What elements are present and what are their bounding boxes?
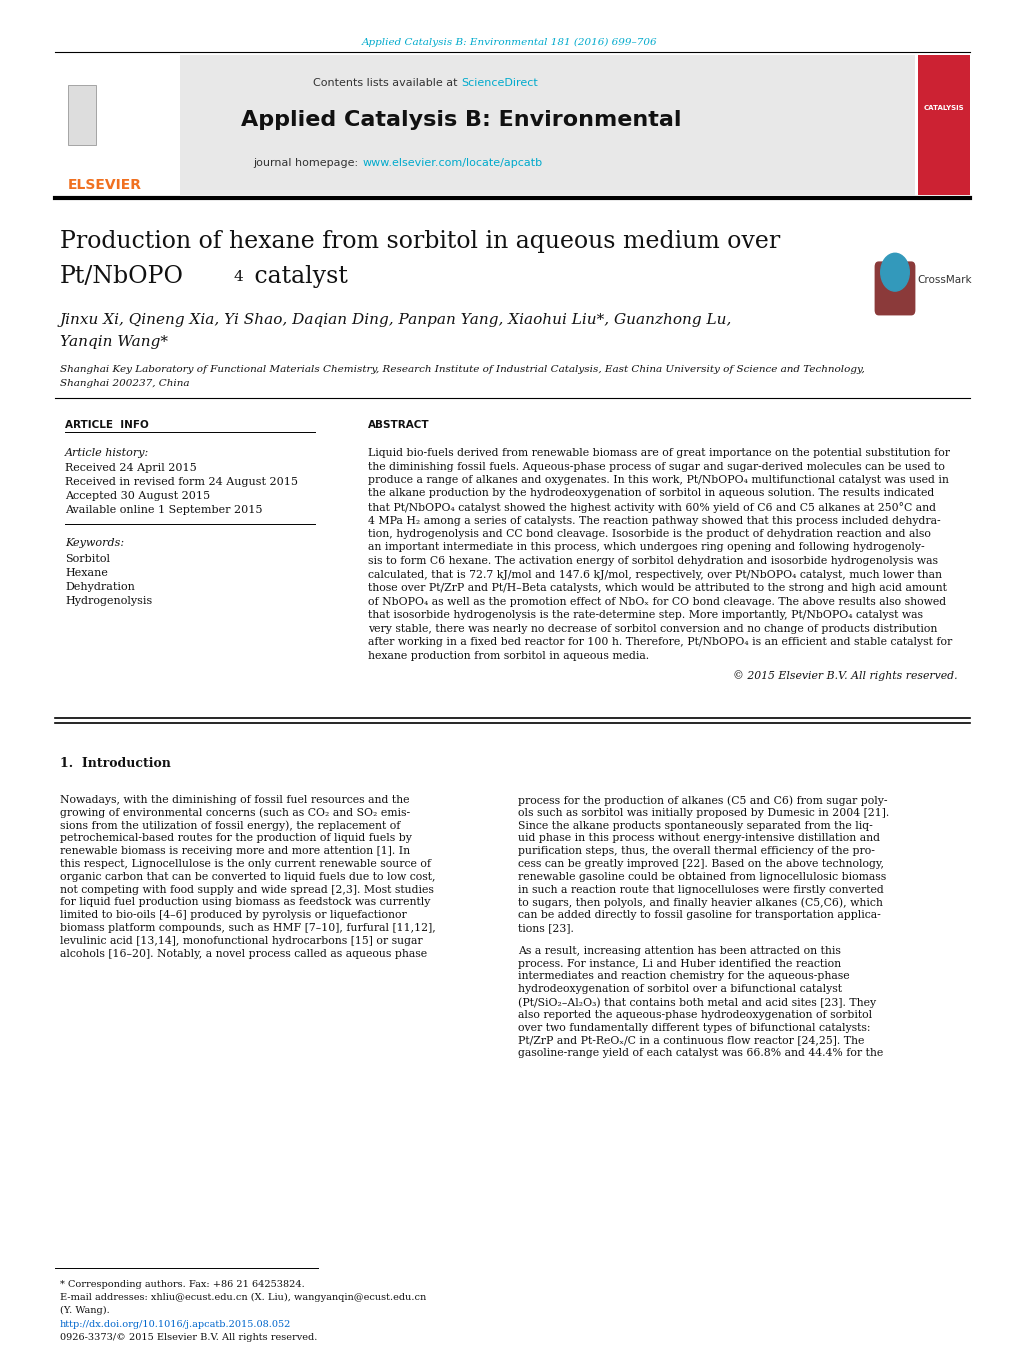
- Text: Pt/ZrP and Pt-ReOₓ/C in a continuous flow reactor [24,25]. The: Pt/ZrP and Pt-ReOₓ/C in a continuous flo…: [518, 1035, 863, 1046]
- Text: Accepted 30 August 2015: Accepted 30 August 2015: [65, 490, 210, 501]
- Text: alcohols [16–20]. Notably, a novel process called as aqueous phase: alcohols [16–20]. Notably, a novel proce…: [60, 948, 427, 959]
- Text: hydrodeoxygenation of sorbitol over a bifunctional catalyst: hydrodeoxygenation of sorbitol over a bi…: [518, 984, 841, 994]
- Text: uid phase in this process without energy-intensive distillation and: uid phase in this process without energy…: [518, 834, 879, 843]
- Text: © 2015 Elsevier B.V. All rights reserved.: © 2015 Elsevier B.V. All rights reserved…: [733, 670, 957, 681]
- Text: CrossMark: CrossMark: [916, 276, 971, 285]
- Text: www.elsevier.com/locate/apcatb: www.elsevier.com/locate/apcatb: [362, 158, 542, 168]
- Text: CATALYSIS: CATALYSIS: [923, 105, 963, 111]
- Text: levulinic acid [13,14], monofunctional hydrocarbons [15] or sugar: levulinic acid [13,14], monofunctional h…: [60, 936, 422, 946]
- Text: to sugars, then polyols, and finally heavier alkanes (C5,C6), which: to sugars, then polyols, and finally hea…: [518, 897, 882, 908]
- Text: ScienceDirect: ScienceDirect: [461, 78, 537, 88]
- Text: Liquid bio-fuels derived from renewable biomass are of great importance on the p: Liquid bio-fuels derived from renewable …: [368, 449, 949, 458]
- Text: Jinxu Xi, Qineng Xia, Yi Shao, Daqian Ding, Panpan Yang, Xiaohui Liu*, Guanzhong: Jinxu Xi, Qineng Xia, Yi Shao, Daqian Di…: [60, 313, 732, 327]
- Text: tions [23].: tions [23].: [518, 923, 574, 934]
- Text: Shanghai Key Laboratory of Functional Materials Chemistry, Research Institute of: Shanghai Key Laboratory of Functional Ma…: [60, 365, 864, 374]
- Text: Article history:: Article history:: [65, 449, 149, 458]
- Text: can be added directly to fossil gasoline for transportation applica-: can be added directly to fossil gasoline…: [518, 911, 879, 920]
- Text: not competing with food supply and wide spread [2,3]. Most studies: not competing with food supply and wide …: [60, 885, 433, 894]
- Text: sions from the utilization of fossil energy), the replacement of: sions from the utilization of fossil ene…: [60, 820, 400, 831]
- Text: catalyst: catalyst: [247, 265, 347, 288]
- Text: organic carbon that can be converted to liquid fuels due to low cost,: organic carbon that can be converted to …: [60, 871, 435, 882]
- Text: Contents lists available at: Contents lists available at: [313, 78, 461, 88]
- Text: ELSEVIER: ELSEVIER: [68, 178, 142, 192]
- Text: ols such as sorbitol was initially proposed by Dumesic in 2004 [21].: ols such as sorbitol was initially propo…: [518, 808, 889, 817]
- Text: cess can be greatly improved [22]. Based on the above technology,: cess can be greatly improved [22]. Based…: [518, 859, 883, 869]
- Text: (Pt/SiO₂–Al₂O₃) that contains both metal and acid sites [23]. They: (Pt/SiO₂–Al₂O₃) that contains both metal…: [518, 997, 875, 1008]
- Text: 1.  Introduction: 1. Introduction: [60, 757, 171, 770]
- Text: (Y. Wang).: (Y. Wang).: [60, 1306, 110, 1315]
- Text: Nowadays, with the diminishing of fossil fuel resources and the: Nowadays, with the diminishing of fossil…: [60, 794, 409, 805]
- Text: renewable gasoline could be obtained from lignocellulosic biomass: renewable gasoline could be obtained fro…: [518, 871, 886, 882]
- Text: ABSTRACT: ABSTRACT: [368, 420, 429, 430]
- Text: gasoline-range yield of each catalyst was 66.8% and 44.4% for the: gasoline-range yield of each catalyst wa…: [518, 1048, 882, 1058]
- Text: the diminishing fossil fuels. Aqueous-phase process of sugar and sugar-derived m: the diminishing fossil fuels. Aqueous-ph…: [368, 462, 944, 471]
- Text: that isosorbide hydrogenolysis is the rate-determine step. More importantly, Pt/: that isosorbide hydrogenolysis is the ra…: [368, 611, 922, 620]
- Text: tion, hydrogenolysis and CC bond cleavage. Isosorbide is the product of dehydrat: tion, hydrogenolysis and CC bond cleavag…: [368, 530, 930, 539]
- Text: also reported the aqueous-phase hydrodeoxygenation of sorbitol: also reported the aqueous-phase hydrodeo…: [518, 1009, 871, 1020]
- Text: renewable biomass is receiving more and more attention [1]. In: renewable biomass is receiving more and …: [60, 846, 410, 857]
- Text: Received 24 April 2015: Received 24 April 2015: [65, 463, 197, 473]
- Text: for liquid fuel production using biomass as feedstock was currently: for liquid fuel production using biomass…: [60, 897, 430, 908]
- Text: Production of hexane from sorbitol in aqueous medium over: Production of hexane from sorbitol in aq…: [60, 230, 780, 253]
- Text: those over Pt/ZrP and Pt/H–Beta catalysts, which would be attributed to the stro: those over Pt/ZrP and Pt/H–Beta catalyst…: [368, 584, 946, 593]
- Text: Available online 1 September 2015: Available online 1 September 2015: [65, 505, 262, 515]
- Text: E-mail addresses: xhliu@ecust.edu.cn (X. Liu), wangyanqin@ecust.edu.cn: E-mail addresses: xhliu@ecust.edu.cn (X.…: [60, 1293, 426, 1302]
- Text: Received in revised form 24 August 2015: Received in revised form 24 August 2015: [65, 477, 298, 486]
- Text: after working in a fixed bed reactor for 100 h. Therefore, Pt/NbOPO₄ is an effic: after working in a fixed bed reactor for…: [368, 638, 952, 647]
- Text: journal homepage:: journal homepage:: [254, 158, 362, 168]
- Text: process. For instance, Li and Huber identified the reaction: process. For instance, Li and Huber iden…: [518, 959, 841, 969]
- Text: the alkane production by the hydrodeoxygenation of sorbitol in aqueous solution.: the alkane production by the hydrodeoxyg…: [368, 489, 933, 499]
- Text: ARTICLE  INFO: ARTICLE INFO: [65, 420, 149, 430]
- Text: growing of environmental concerns (such as CO₂ and SO₂ emis-: growing of environmental concerns (such …: [60, 808, 410, 819]
- Text: sis to form C6 hexane. The activation energy of sorbitol dehydration and isosorb: sis to form C6 hexane. The activation en…: [368, 557, 937, 566]
- Text: Keywords:: Keywords:: [65, 538, 124, 549]
- Text: biomass platform compounds, such as HMF [7–10], furfural [11,12],: biomass platform compounds, such as HMF …: [60, 923, 435, 934]
- Text: 4: 4: [233, 270, 243, 284]
- Text: Pt/NbOPO: Pt/NbOPO: [60, 265, 183, 288]
- Text: * Corresponding authors. Fax: +86 21 64253824.: * Corresponding authors. Fax: +86 21 642…: [60, 1279, 305, 1289]
- Text: petrochemical-based routes for the production of liquid fuels by: petrochemical-based routes for the produ…: [60, 834, 412, 843]
- Text: calculated, that is 72.7 kJ/mol and 147.6 kJ/mol, respectively, over Pt/NbOPO₄ c: calculated, that is 72.7 kJ/mol and 147.…: [368, 570, 942, 580]
- Text: Yanqin Wang*: Yanqin Wang*: [60, 335, 168, 349]
- Text: over two fundamentally different types of bifunctional catalysts:: over two fundamentally different types o…: [518, 1023, 869, 1032]
- Text: Since the alkane products spontaneously separated from the liq-: Since the alkane products spontaneously …: [518, 820, 872, 831]
- Text: process for the production of alkanes (C5 and C6) from sugar poly-: process for the production of alkanes (C…: [518, 794, 887, 805]
- Text: As a result, increasing attention has been attracted on this: As a result, increasing attention has be…: [518, 946, 840, 955]
- Text: purification steps, thus, the overall thermal efficiency of the pro-: purification steps, thus, the overall th…: [518, 846, 874, 857]
- Text: produce a range of alkanes and oxygenates. In this work, Pt/NbOPO₄ multifunction: produce a range of alkanes and oxygenate…: [368, 476, 948, 485]
- Text: very stable, there was nearly no decrease of sorbitol conversion and no change o: very stable, there was nearly no decreas…: [368, 624, 936, 634]
- Text: of NbOPO₄ as well as the promotion effect of NbOₓ for CO bond cleavage. The abov: of NbOPO₄ as well as the promotion effec…: [368, 597, 946, 607]
- Text: Hydrogenolysis: Hydrogenolysis: [65, 596, 152, 607]
- Text: an important intermediate in this process, which undergoes ring opening and foll: an important intermediate in this proces…: [368, 543, 923, 553]
- Text: Applied Catalysis B: Environmental 181 (2016) 699–706: Applied Catalysis B: Environmental 181 (…: [362, 38, 657, 47]
- Text: that Pt/NbOPO₄ catalyst showed the highest activity with 60% yield of C6 and C5 : that Pt/NbOPO₄ catalyst showed the highe…: [368, 503, 935, 513]
- Text: hexane production from sorbitol in aqueous media.: hexane production from sorbitol in aqueo…: [368, 650, 648, 661]
- Text: Applied Catalysis B: Environmental: Applied Catalysis B: Environmental: [240, 109, 681, 130]
- Text: http://dx.doi.org/10.1016/j.apcatb.2015.08.052: http://dx.doi.org/10.1016/j.apcatb.2015.…: [60, 1320, 291, 1329]
- Text: in such a reaction route that lignocelluloses were firstly converted: in such a reaction route that lignocellu…: [518, 885, 882, 894]
- Text: Hexane: Hexane: [65, 567, 108, 578]
- Text: Shanghai 200237, China: Shanghai 200237, China: [60, 380, 190, 388]
- Text: Dehydration: Dehydration: [65, 582, 135, 592]
- Text: 0926-3373/© 2015 Elsevier B.V. All rights reserved.: 0926-3373/© 2015 Elsevier B.V. All right…: [60, 1333, 317, 1342]
- Text: Sorbitol: Sorbitol: [65, 554, 110, 563]
- Text: limited to bio-oils [4–6] produced by pyrolysis or liquefactionor: limited to bio-oils [4–6] produced by py…: [60, 911, 407, 920]
- Text: intermediates and reaction chemistry for the aqueous-phase: intermediates and reaction chemistry for…: [518, 971, 849, 981]
- Text: 4 MPa H₂ among a series of catalysts. The reaction pathway showed that this proc: 4 MPa H₂ among a series of catalysts. Th…: [368, 516, 940, 526]
- Text: this respect, Lignocellulose is the only current renewable source of: this respect, Lignocellulose is the only…: [60, 859, 431, 869]
